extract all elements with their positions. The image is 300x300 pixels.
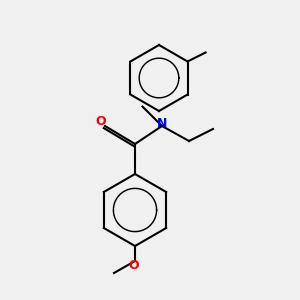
Text: N: N <box>157 116 167 130</box>
Text: O: O <box>128 259 139 272</box>
Text: O: O <box>95 115 106 128</box>
